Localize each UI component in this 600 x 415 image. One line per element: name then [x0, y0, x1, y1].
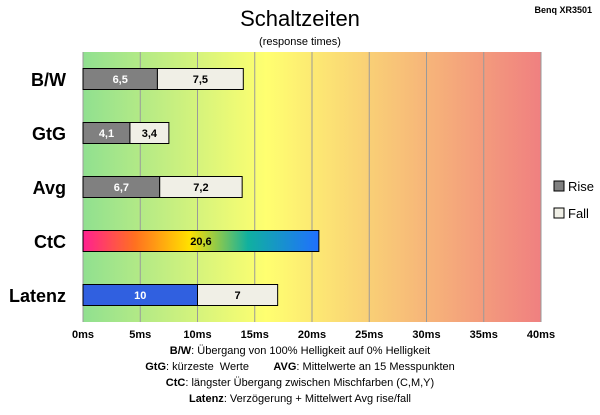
bar-fall [129, 122, 170, 144]
bar-label-fall: 7,5 [193, 74, 208, 86]
x-tick-label: 35ms [470, 329, 498, 341]
category-label: B/W [31, 70, 66, 90]
chart-subtitle: (response times) [259, 36, 341, 48]
category-label: GtG [32, 124, 66, 144]
bar-label-rise: 6,5 [113, 74, 128, 86]
legend-swatch-fall [553, 207, 565, 219]
legend-swatch-rise [553, 180, 565, 192]
bar-label-rise: 10 [134, 290, 146, 302]
x-tick-label: 5ms [129, 329, 151, 341]
x-tick-label: 30ms [412, 329, 440, 341]
x-tick-label: 10ms [183, 329, 211, 341]
footnote-ctc: CtC: längster Übergang zwischen Mischfar… [165, 377, 435, 389]
legend-label-rise: Rise [568, 179, 594, 194]
x-tick-label: 20ms [298, 329, 326, 341]
bar-fall [159, 176, 243, 198]
bar-label-rise: 20,6 [190, 236, 211, 248]
brand-label: Benq XR3501 [534, 5, 592, 15]
legend-label-fall: Fall [568, 206, 589, 221]
x-tick-label: 15ms [241, 329, 269, 341]
bar-label-fall: 7 [235, 290, 241, 302]
category-label: Latenz [9, 286, 66, 306]
x-tick-label: 0ms [72, 329, 94, 341]
bar-label-rise: 6,7 [114, 182, 129, 194]
footnote-bw: B/W: Übergang von 100% Helligkeit auf 0%… [169, 345, 431, 357]
footnote-latenz: Latenz: Verzögerung + Mittelwert Avg ris… [188, 393, 412, 405]
footnote-gtg-avg: GtG: kürzeste Werte AVG: Mittelwerte an … [145, 361, 455, 373]
bar-rise [82, 230, 320, 252]
bar-label-rise: 4,1 [99, 128, 114, 140]
bar-label-fall: 7,2 [193, 182, 208, 194]
category-label: CtC [34, 232, 66, 252]
footnotes: B/W: Übergang von 100% Helligkeit auf 0%… [0, 343, 600, 407]
category-label: Avg [33, 178, 66, 198]
bar-fall [197, 284, 279, 306]
response-time-chart: 6,5 7,5 4,1 3,4 6,7 7,2 20,6 10 7 B/W GtG Avg CtC La… [9, 52, 594, 341]
chart-title: Schaltzeiten [240, 6, 360, 31]
bar-label-fall: 3,4 [142, 128, 158, 140]
x-tick-label: 25ms [355, 329, 383, 341]
x-tick-label: 40ms [527, 329, 555, 341]
bar-fall [156, 68, 244, 90]
